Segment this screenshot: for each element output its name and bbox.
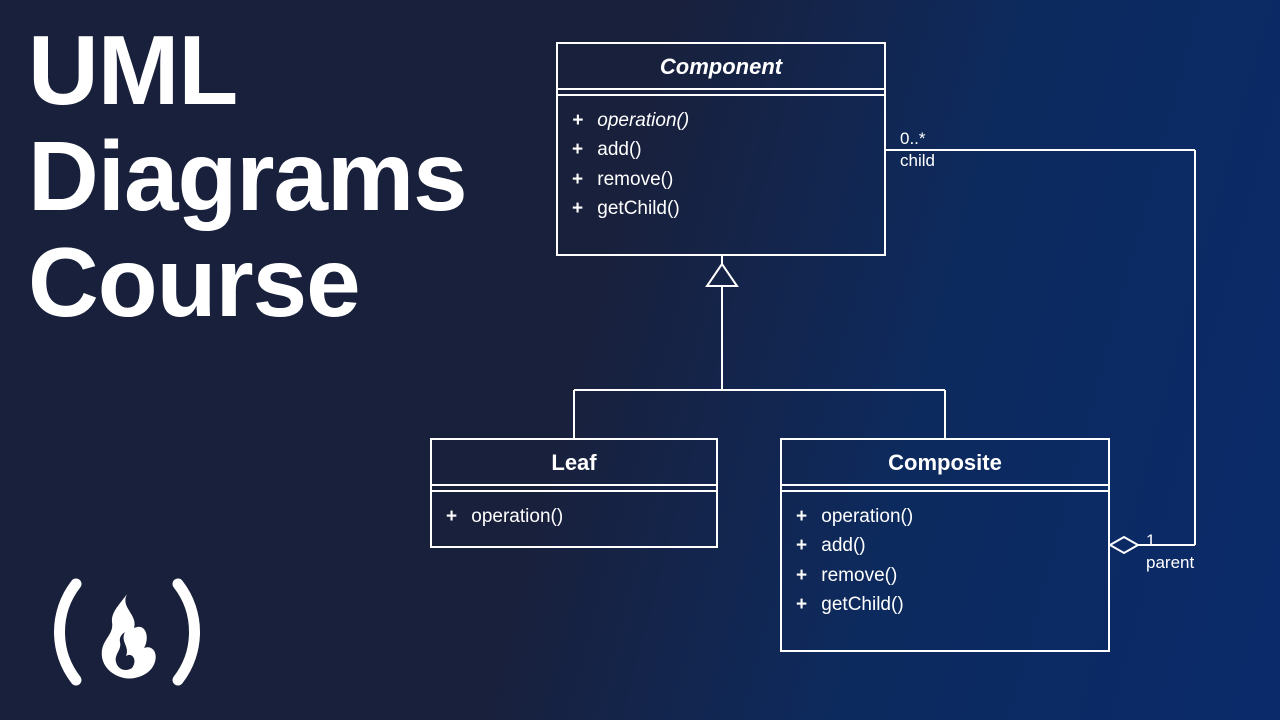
role-parent: parent <box>1146 552 1194 573</box>
method: + getChild() <box>796 590 1094 619</box>
method: + remove() <box>572 165 870 194</box>
freecodecamp-logo <box>42 572 212 692</box>
class-box-component: Component + operation()+ add()+ remove()… <box>556 42 886 256</box>
method: + operation() <box>796 502 1094 531</box>
title-line-1: UML <box>28 18 467 124</box>
role-child: child <box>900 150 935 171</box>
method: + remove() <box>796 561 1094 590</box>
multiplicity-child: 0..* <box>900 128 926 149</box>
method: + add() <box>796 531 1094 560</box>
method: + add() <box>572 135 870 164</box>
page-title: UML Diagrams Course <box>28 18 467 335</box>
multiplicity-parent: 1 <box>1146 530 1155 551</box>
method-list: + operation() <box>432 492 716 545</box>
class-name: Composite <box>782 440 1108 486</box>
method: + operation() <box>572 106 870 135</box>
method: + operation() <box>446 502 702 531</box>
title-line-2: Diagrams <box>28 124 467 230</box>
class-name: Leaf <box>432 440 716 486</box>
method-list: + operation()+ add()+ remove()+ getChild… <box>558 96 884 238</box>
class-box-composite: Composite + operation()+ add()+ remove()… <box>780 438 1110 652</box>
method: + getChild() <box>572 194 870 223</box>
class-box-leaf: Leaf + operation() <box>430 438 718 548</box>
method-list: + operation()+ add()+ remove()+ getChild… <box>782 492 1108 634</box>
title-line-3: Course <box>28 230 467 336</box>
class-name: Component <box>558 44 884 90</box>
